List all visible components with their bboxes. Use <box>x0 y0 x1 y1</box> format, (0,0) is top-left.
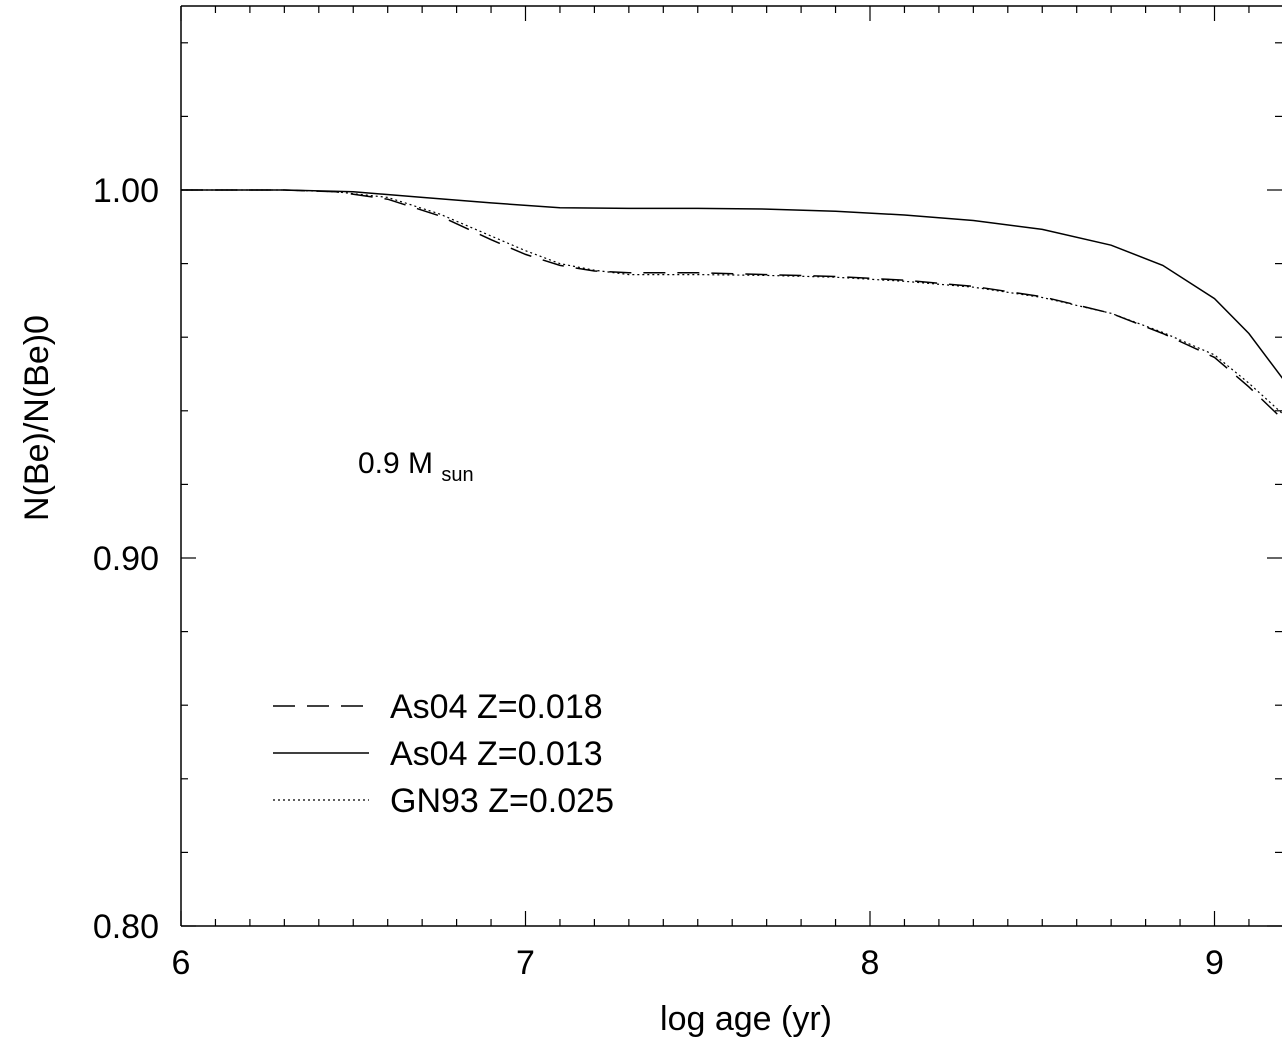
y-axis-title: N(Be)/N(Be)0 <box>18 315 56 521</box>
x-tick-label: 8 <box>861 944 880 982</box>
legend-label-1: As04 Z=0.018 <box>390 688 603 726</box>
legend-label-3: GN93 Z=0.025 <box>390 782 614 820</box>
series-line-1 <box>181 189 1282 420</box>
x-tick-label: 6 <box>172 944 191 982</box>
legend: As04 Z=0.018 As04 Z=0.013 GN93 Z=0.025 <box>273 688 614 820</box>
y-tick-label: 0.80 <box>93 908 159 946</box>
legend-label-2: As04 Z=0.013 <box>390 735 603 773</box>
y-tick-label: 1.00 <box>93 172 159 210</box>
axis-ticks <box>180 6 1282 927</box>
x-tick-label: 7 <box>516 944 535 982</box>
mass-annotation-main: 0.9 M <box>358 447 433 480</box>
series-line-3 <box>181 189 1282 415</box>
series-lines <box>181 189 1282 420</box>
x-axis-title: log age (yr) <box>660 1000 832 1038</box>
tick-labels: 6 7 8 9 0.80 0.90 1.00 <box>93 172 1224 982</box>
y-tick-label: 0.90 <box>93 540 159 578</box>
mass-annotation: 0.9 M sun <box>358 447 474 486</box>
mass-annotation-sub: sun <box>441 464 473 486</box>
plot-frame <box>180 5 1282 927</box>
x-tick-label: 9 <box>1205 944 1224 982</box>
series-line-2 <box>181 189 1282 379</box>
